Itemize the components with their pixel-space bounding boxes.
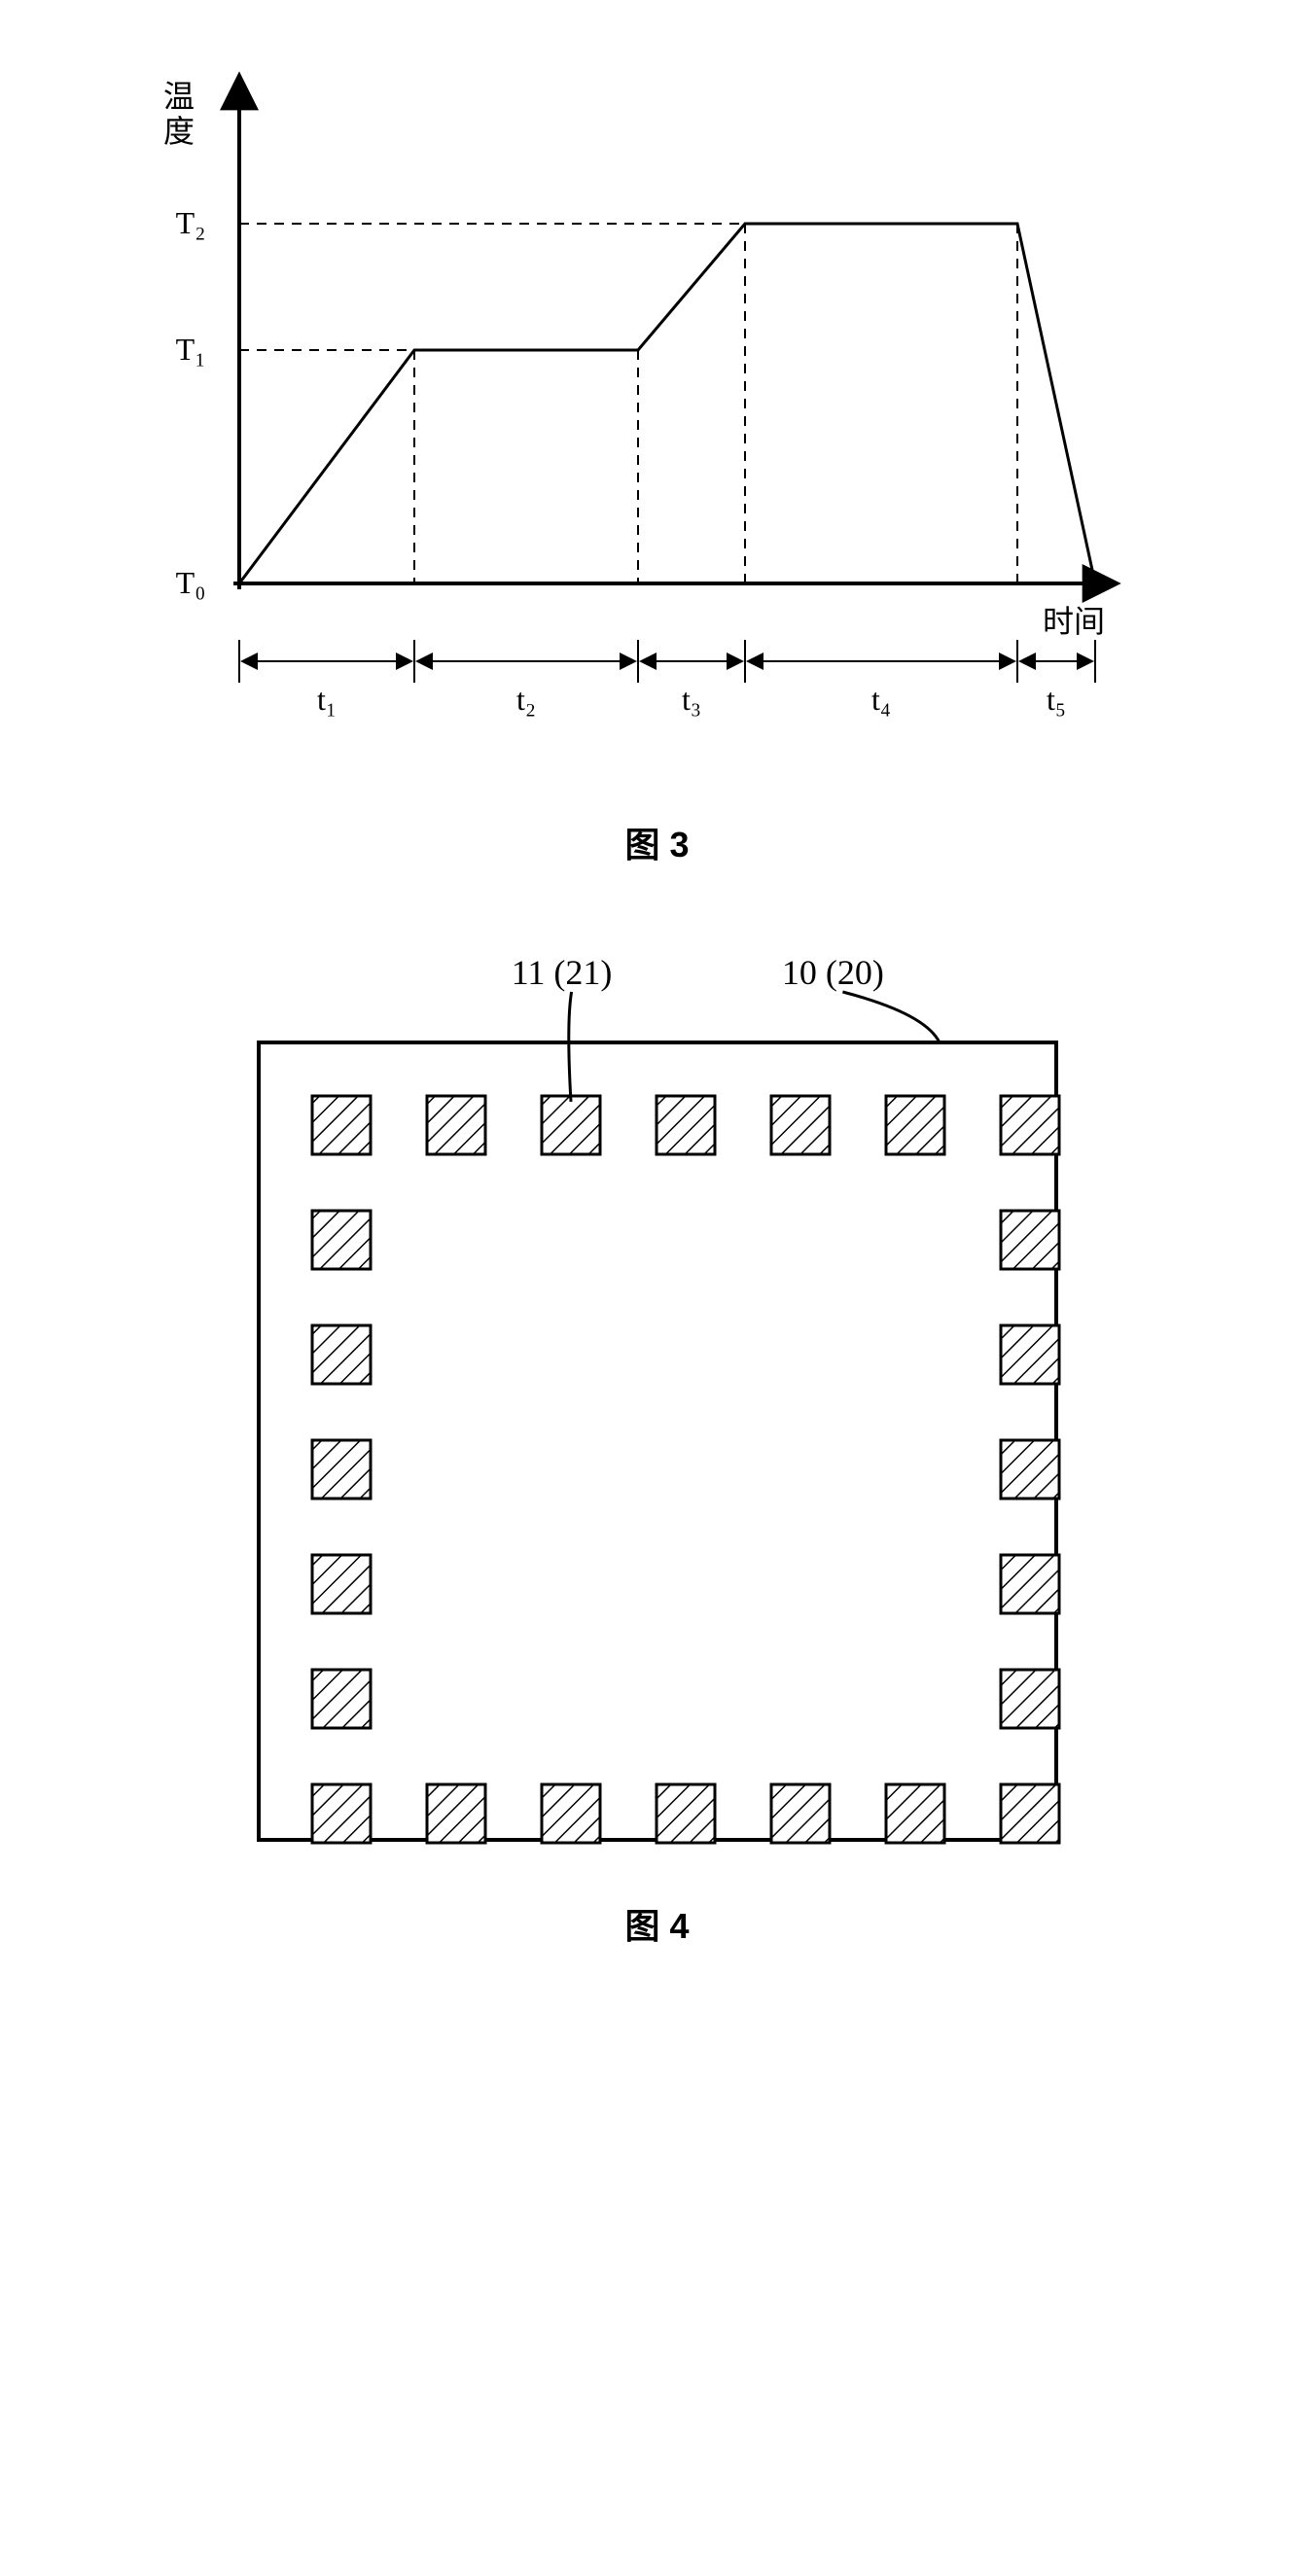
svg-text:t₁: t₁ (316, 682, 336, 717)
figure-4: 11 (21) 10 (20) 图 4 (161, 926, 1154, 1949)
svg-text:t₂: t₂ (515, 682, 535, 717)
svg-text:t₅: t₅ (1046, 682, 1065, 717)
fig4-caption: 图 4 (624, 1898, 689, 1949)
svg-text:温: 温 (162, 79, 194, 114)
svg-text:10 (20): 10 (20) (781, 953, 883, 992)
svg-text:时间: 时间 (1042, 604, 1104, 639)
fig3-chart: 温度时间 T₀ T₁ T₂ t₁ t₂ t₃ t₄ t₅ (123, 39, 1192, 797)
svg-text:T₂: T₂ (175, 205, 205, 240)
fig4-chart: 11 (21) 10 (20) (161, 926, 1154, 1879)
svg-text:T₁: T₁ (175, 332, 205, 367)
svg-text:T₀: T₀ (175, 565, 205, 600)
svg-text:t₄: t₄ (870, 682, 890, 717)
svg-text:度: 度 (162, 114, 194, 149)
svg-text:11 (21): 11 (21) (511, 953, 612, 992)
svg-text:t₃: t₃ (681, 682, 700, 717)
fig3-caption: 图 3 (624, 817, 689, 867)
figure-3: 温度时间 T₀ T₁ T₂ t₁ t₂ t₃ t₄ t₅ 图 3 (123, 39, 1192, 867)
